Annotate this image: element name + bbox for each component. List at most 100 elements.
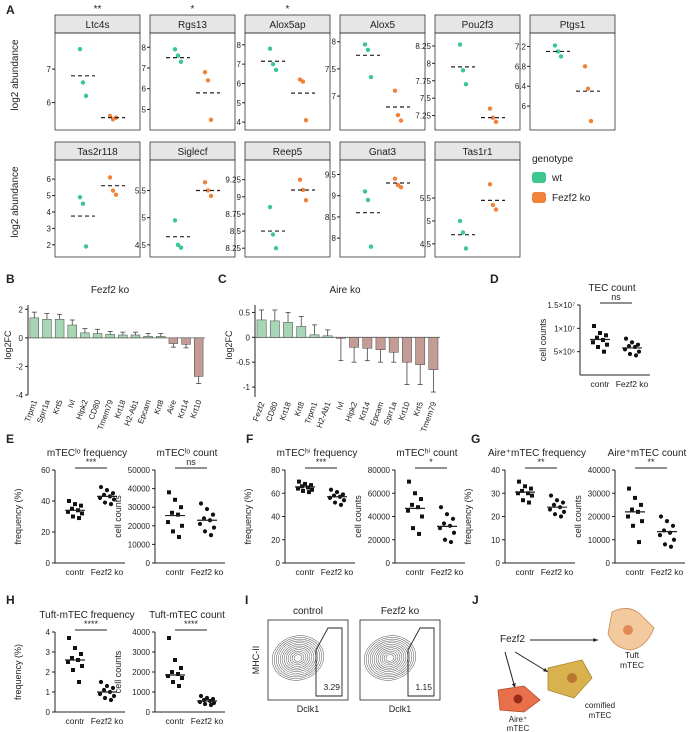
legend-title: genotype bbox=[532, 154, 574, 165]
data-point bbox=[197, 521, 203, 527]
data-point bbox=[80, 80, 86, 85]
y-tick-label: 9 bbox=[332, 192, 337, 201]
y-tick-label: 7.75 bbox=[415, 77, 431, 86]
data-point bbox=[596, 345, 600, 349]
data-point bbox=[662, 542, 668, 547]
y-tick-label: 30000 bbox=[128, 503, 151, 512]
y-tick-label: 40000 bbox=[128, 485, 151, 494]
y-tick-label: 4 bbox=[237, 118, 242, 127]
data-point bbox=[520, 488, 524, 493]
y-tick-label: 6 bbox=[47, 99, 52, 108]
data-point bbox=[176, 512, 180, 517]
data-point bbox=[368, 74, 374, 80]
facet-title: Gnat3 bbox=[369, 147, 397, 158]
data-point bbox=[561, 509, 567, 514]
data-point bbox=[172, 47, 178, 52]
density-contour bbox=[271, 635, 325, 681]
data-point bbox=[66, 509, 70, 514]
data-point bbox=[582, 64, 588, 69]
data-point bbox=[334, 489, 340, 495]
y-tick-label: 8.5 bbox=[230, 227, 242, 236]
data-point bbox=[170, 510, 174, 515]
data-point bbox=[205, 188, 211, 193]
data-point bbox=[297, 177, 303, 182]
bar bbox=[156, 336, 166, 339]
y-tick-label: 7 bbox=[332, 92, 337, 101]
y-tick-label: 4 bbox=[47, 208, 52, 217]
data-point bbox=[108, 697, 114, 703]
facet-title: Ltc4s bbox=[86, 20, 110, 31]
bar bbox=[181, 337, 191, 345]
data-point bbox=[80, 511, 84, 516]
data-point bbox=[309, 483, 313, 488]
data-point bbox=[101, 687, 107, 693]
data-point bbox=[104, 683, 110, 689]
data-point bbox=[166, 674, 170, 678]
x-category-label: Fezf2 ko bbox=[191, 567, 224, 577]
data-point bbox=[179, 505, 183, 510]
data-point bbox=[113, 192, 119, 197]
gate bbox=[407, 627, 435, 697]
panel-letter-j: J bbox=[472, 593, 479, 607]
data-point bbox=[202, 529, 208, 534]
y-tick-label: 6.4 bbox=[515, 82, 527, 91]
category-label: Krt10 bbox=[189, 398, 204, 420]
y-tick-label: 8 bbox=[427, 59, 432, 68]
data-point bbox=[395, 112, 401, 118]
y-tick-label: -4 bbox=[16, 391, 24, 400]
category-label: Krt18 bbox=[278, 400, 293, 422]
data-point bbox=[110, 685, 116, 691]
chart-title: mTECʰⁱ count bbox=[396, 448, 457, 459]
density-contour bbox=[379, 649, 401, 667]
y-tick-label: 0 bbox=[276, 559, 281, 568]
data-point bbox=[460, 230, 466, 235]
data-point bbox=[107, 175, 113, 180]
data-point bbox=[627, 351, 633, 357]
y-tick-label: 40 bbox=[41, 497, 50, 506]
data-point bbox=[204, 695, 210, 701]
bar bbox=[143, 336, 153, 339]
nucleus bbox=[623, 625, 633, 635]
data-point bbox=[463, 246, 469, 251]
x-category-label: contr bbox=[66, 716, 85, 726]
facet-frame bbox=[434, 32, 521, 131]
bar bbox=[428, 337, 439, 370]
data-point bbox=[457, 218, 463, 224]
bar bbox=[194, 337, 204, 377]
y-tick-label: 2000 bbox=[132, 668, 150, 677]
bar bbox=[362, 337, 373, 349]
data-point bbox=[77, 194, 83, 200]
significance-label: *** bbox=[316, 457, 327, 467]
y-axis-label: log2FC bbox=[224, 330, 234, 360]
y-tick-label: 2 bbox=[19, 305, 24, 314]
data-point bbox=[79, 503, 83, 508]
x-category-label: Fezf2 ko bbox=[651, 567, 684, 577]
data-point bbox=[270, 61, 276, 67]
bar bbox=[42, 319, 52, 339]
data-point bbox=[639, 502, 643, 507]
chart-title: mTECˡᵒ count bbox=[157, 448, 218, 459]
panel-letter-i: I bbox=[245, 593, 248, 607]
data-point bbox=[180, 676, 184, 680]
chart-title: Aire⁺mTEC frequency bbox=[488, 448, 586, 459]
y-axis-label: frequency (%) bbox=[13, 644, 23, 700]
data-point bbox=[341, 498, 347, 503]
bar bbox=[168, 337, 179, 344]
x-category-label: contr bbox=[166, 716, 185, 726]
density-contour bbox=[381, 650, 399, 666]
cell-label: Tuft bbox=[625, 650, 640, 660]
y-axis-label: log2FC bbox=[3, 330, 13, 360]
bar bbox=[309, 334, 320, 338]
flow-plot-frame bbox=[359, 619, 441, 701]
y-tick-label: 1.5×10⁷ bbox=[547, 301, 575, 310]
data-point bbox=[77, 46, 83, 52]
data-point bbox=[208, 193, 214, 199]
y-tick-label: 40000 bbox=[368, 513, 391, 522]
y-tick-label: 8.25 bbox=[415, 42, 431, 51]
data-point bbox=[552, 43, 558, 48]
significance-label: ns bbox=[611, 292, 621, 302]
panel-letter-c: C bbox=[218, 272, 227, 286]
data-point bbox=[208, 533, 214, 538]
bar bbox=[296, 326, 307, 338]
